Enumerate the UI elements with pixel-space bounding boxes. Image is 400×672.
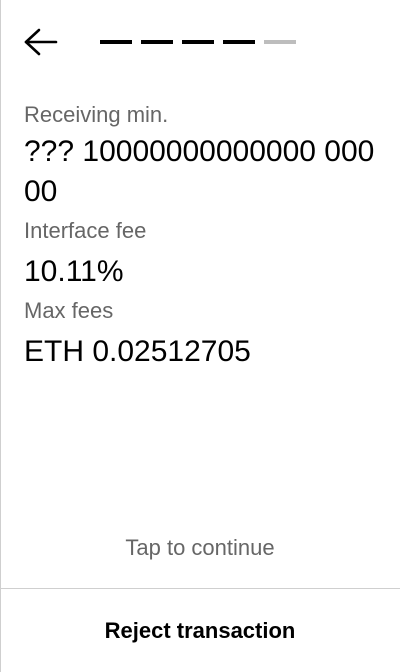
progress-step-3 — [182, 40, 214, 44]
progress-step-5 — [264, 40, 296, 44]
reject-transaction-button[interactable]: Reject transaction — [104, 617, 296, 643]
left-border — [0, 0, 1, 672]
step-progress-indicator — [100, 40, 296, 44]
tap-to-continue[interactable]: Tap to continue — [125, 535, 275, 560]
arrow-left-icon — [22, 27, 58, 62]
header — [0, 0, 400, 88]
progress-step-4 — [223, 40, 255, 44]
max-fees-field: Max fees ETH 0.02512705 — [24, 296, 376, 372]
back-button[interactable] — [20, 26, 60, 62]
progress-step-2 — [141, 40, 173, 44]
max-fees-label: Max fees — [24, 298, 114, 323]
transaction-details: Receiving min. ??? 10000000000000 00000 … — [24, 100, 376, 372]
interface-fee-field: Interface fee 10.11% — [24, 216, 376, 292]
interface-fee-label: Interface fee — [24, 218, 147, 243]
footer-divider — [0, 588, 400, 589]
max-fees-value: ETH 0.02512705 — [24, 335, 251, 368]
receiving-min-field: Receiving min. ??? 10000000000000 00000 — [24, 100, 376, 212]
progress-step-1 — [100, 40, 132, 44]
receiving-min-value: ??? 10000000000000 00000 — [24, 135, 375, 208]
interface-fee-value: 10.11% — [24, 255, 124, 288]
receiving-min-label: Receiving min. — [24, 102, 169, 127]
